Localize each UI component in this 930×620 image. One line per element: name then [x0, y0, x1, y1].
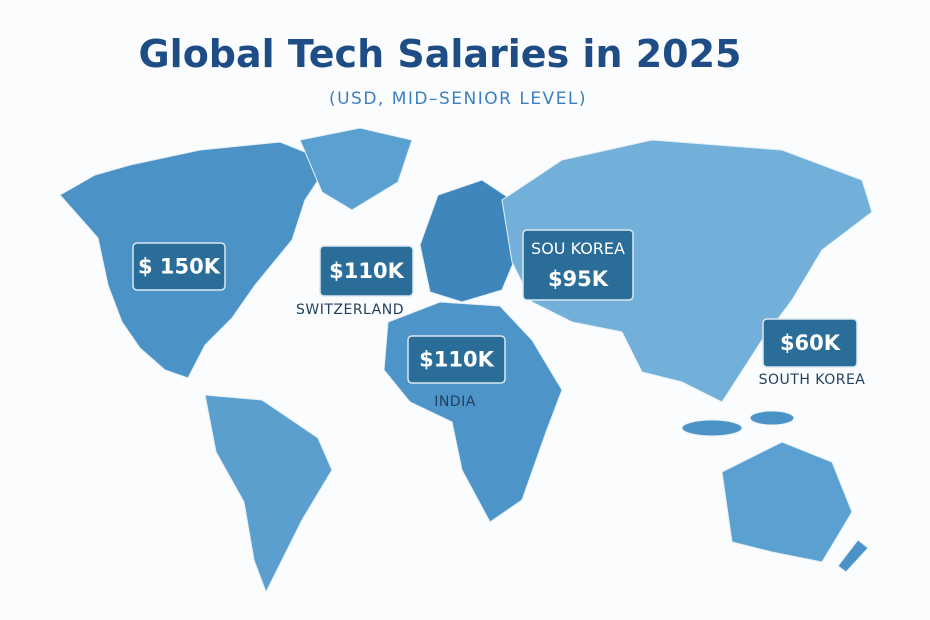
callout-box [762, 318, 858, 368]
country-label: INDIA [434, 394, 476, 410]
salary-value: $110K [329, 259, 404, 283]
callout-box [132, 242, 226, 291]
australia [721, 441, 853, 563]
salary-value: $60K [780, 331, 841, 355]
islands [749, 410, 795, 426]
greenland [299, 127, 413, 211]
africa [383, 301, 563, 523]
salary-value: $110K [419, 348, 494, 372]
subtitle: (USD, MID–SENIOR LEVEL) [329, 89, 587, 109]
callout-box [522, 229, 634, 301]
salary-callout: SOU KOREA $95K [522, 229, 634, 301]
asia [501, 139, 873, 403]
callout-heading: SOU KOREA [531, 239, 625, 258]
callout-box [319, 245, 414, 297]
south-america [204, 394, 333, 594]
salary-callout: $60K SOUTH KOREA [759, 318, 866, 388]
salary-callout: $110K INDIA [407, 335, 506, 410]
salary-value: $95K [548, 267, 609, 291]
new-zealand [837, 539, 869, 573]
callouts: $ 150K $110K SWITZERLAND SOU KOREA $95K $110K… [132, 229, 866, 410]
salary-callout: $ 150K [132, 242, 226, 291]
salary-callout: $110K SWITZERLAND [296, 245, 414, 318]
country-label: SWITZERLAND [296, 302, 404, 318]
islands [681, 419, 743, 437]
salary-value: $ 150K [138, 255, 221, 279]
country-label: SOUTH KOREA [759, 372, 866, 388]
title: Global Tech Salaries in 2025 [138, 32, 741, 76]
callout-box [407, 335, 506, 384]
